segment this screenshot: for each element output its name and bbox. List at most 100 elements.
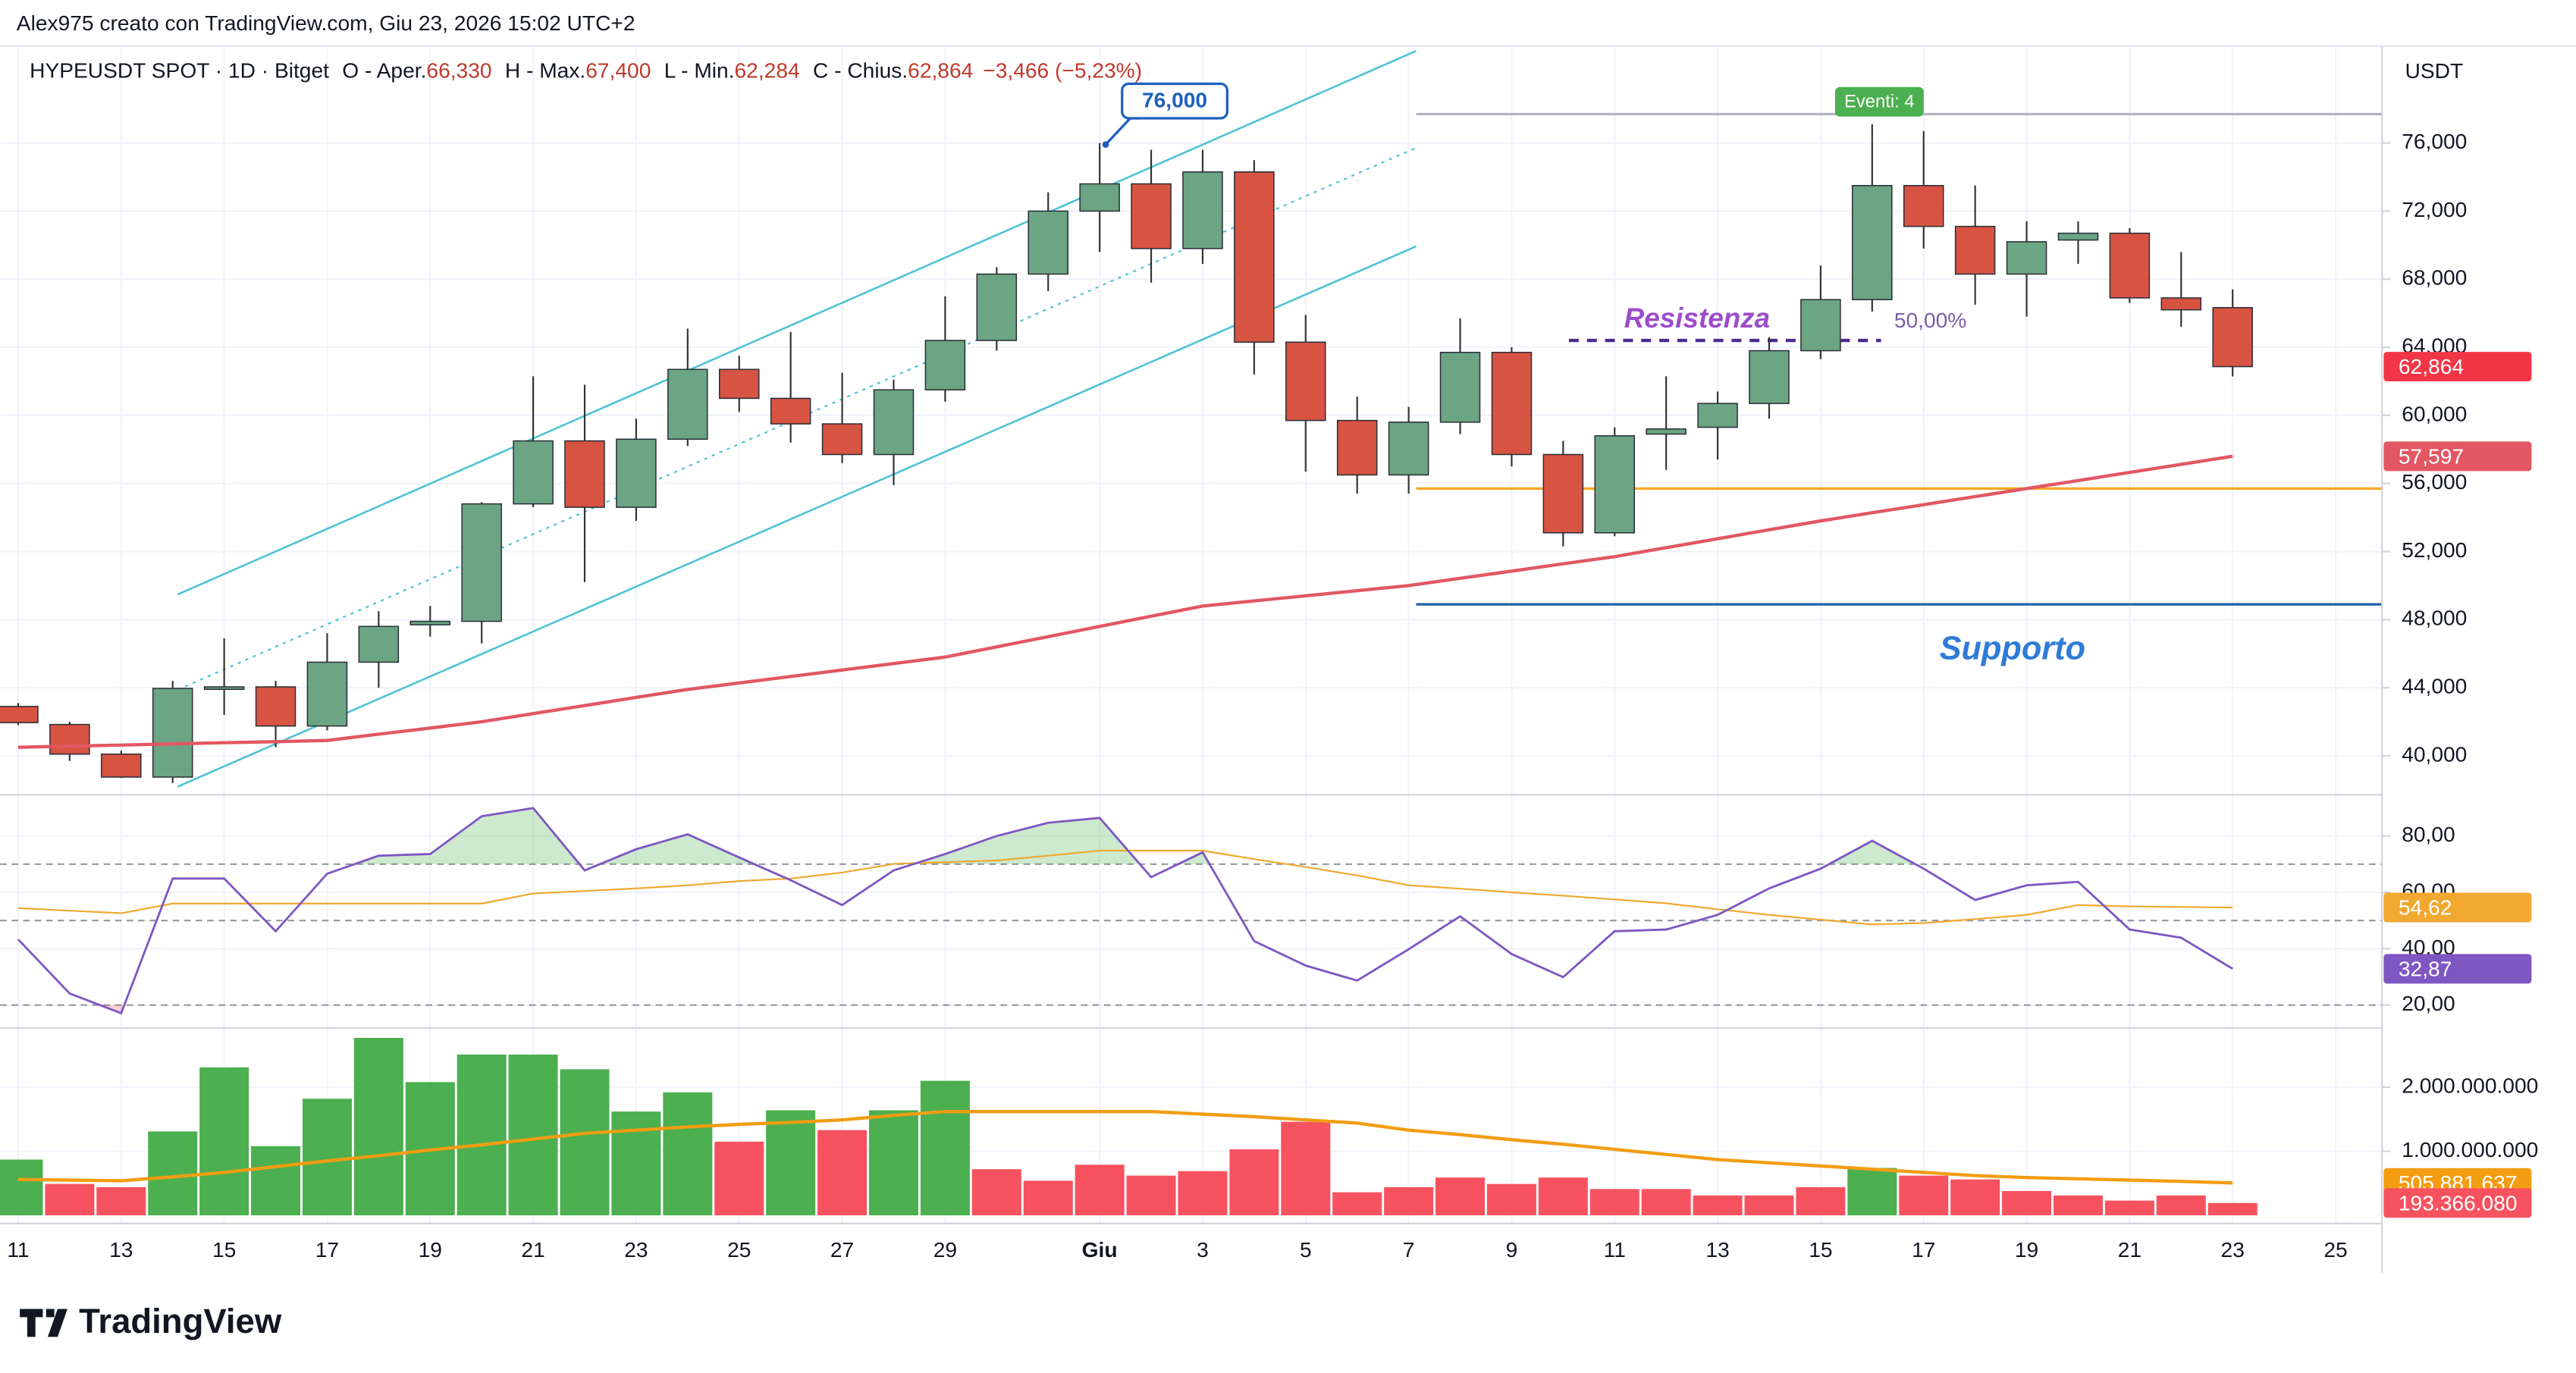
volume-bar [817, 1130, 868, 1216]
volume-bar [1281, 1121, 1331, 1216]
volume-bar [353, 1037, 403, 1216]
y-tick-label: 56,000 [2402, 470, 2467, 494]
low-label: L - Min. [664, 59, 735, 83]
candle-body [203, 686, 245, 690]
candle-body [1028, 210, 1068, 275]
candle-body [101, 753, 142, 778]
rsi-tag-label: 54,62 [2399, 896, 2452, 920]
candle-body [1749, 350, 1790, 404]
candle-body [1439, 352, 1481, 423]
candle-body [616, 438, 657, 508]
open-value: 66,330 [426, 59, 491, 83]
y-tick-label: 44,000 [2402, 675, 2467, 698]
volume-bar [45, 1183, 95, 1216]
volume-bar [302, 1099, 352, 1216]
close-value: 62,864 [908, 59, 973, 83]
y-tick-label: 20,00 [2402, 992, 2455, 1015]
moving-average [17, 454, 2233, 749]
ma-tag-label: 57,597 [2399, 444, 2464, 468]
x-tick-label: 21 [521, 1238, 544, 1262]
rsi-line [17, 849, 2233, 926]
callout-dot [1102, 141, 1109, 148]
currency-label: USDT [2405, 59, 2464, 83]
candle-body [667, 368, 708, 440]
volume-bar [611, 1111, 661, 1216]
candle-body [513, 440, 554, 505]
open-label: O - Aper. [342, 59, 426, 83]
candle-body [1234, 171, 1275, 343]
rsi-line [17, 807, 2233, 1015]
volume-bar [1950, 1179, 2000, 1216]
rsi-tag [2383, 954, 2532, 984]
volume-bar [1641, 1189, 1691, 1216]
x-tick-label: 3 [1197, 1238, 1209, 1262]
volume-bar [1229, 1149, 1279, 1216]
change: −3,466 (−5,23%) [983, 59, 1142, 83]
volume-bar [1435, 1177, 1486, 1216]
overbought-fill [17, 807, 2233, 864]
volume-bar [1486, 1183, 1536, 1216]
y-tick-label: 60,000 [2402, 402, 2467, 425]
logo-icon [20, 1309, 67, 1337]
symbol: HYPEUSDT SPOT · 1D · Bitget [30, 59, 329, 83]
candle-body [564, 440, 605, 508]
x-tick-label: 13 [109, 1238, 133, 1262]
candle-body [152, 688, 193, 778]
x-tick-label: 19 [419, 1238, 442, 1262]
volume-bar [148, 1131, 198, 1216]
x-tick-label: 21 [2118, 1238, 2141, 1262]
x-tick-label: 19 [2015, 1238, 2038, 1262]
y-tick-label: 80,00 [2402, 823, 2455, 846]
y-tick-label: 68,000 [2402, 266, 2467, 290]
y-tick-label: 2.000.000.000 [2402, 1074, 2538, 1097]
volume-bar [714, 1141, 764, 1216]
candle-body [1800, 299, 1841, 352]
channel-upper [177, 49, 1417, 596]
volume-bar [1023, 1180, 1073, 1216]
y-tick-label: 48,000 [2402, 607, 2467, 630]
volume-bar [96, 1186, 146, 1216]
brand: TradingView [79, 1302, 282, 1340]
candle-body [1542, 453, 1584, 534]
candle-body [1594, 435, 1636, 534]
volume-bar [663, 1092, 713, 1216]
volume-bar [2002, 1190, 2052, 1216]
rsi-tag-label: 32,87 [2399, 957, 2452, 980]
callout-box [1121, 82, 1228, 120]
candle-body [1954, 225, 1996, 275]
header: Alex975 creato con TradingView.com, Giu … [17, 11, 1142, 83]
candle-body [976, 273, 1018, 341]
events-badge [1834, 86, 1924, 117]
support-label: Supporto [1940, 630, 2085, 666]
candle-body [2160, 297, 2202, 311]
x-tick-label: 7 [1403, 1238, 1415, 1262]
y-tick-label: 76,000 [2402, 130, 2467, 153]
x-tick-label: 23 [2221, 1238, 2245, 1262]
rsi-tag [2383, 892, 2532, 923]
footer: TradingView [20, 1302, 282, 1340]
volume-bar [0, 1159, 43, 1216]
x-tick-label: 25 [2323, 1238, 2347, 1262]
x-tick-label: 25 [727, 1238, 751, 1262]
candle-body [1903, 185, 1944, 227]
candle-body [409, 620, 451, 625]
volume-tag-label: 193.366.080 [2399, 1191, 2518, 1215]
volume-bar [1796, 1186, 1846, 1216]
volume-tag [2383, 1188, 2532, 1218]
volume-bar [457, 1054, 507, 1216]
x-tick-label: Giu [1082, 1238, 1118, 1262]
x-tick-label: 17 [1912, 1238, 1935, 1262]
candle-body [1697, 403, 1738, 428]
volume-bar [2207, 1202, 2258, 1216]
y-tick-label: 1.000.000.000 [2402, 1138, 2538, 1161]
high-value: 67,400 [585, 59, 651, 83]
volume-bar [766, 1110, 816, 1216]
channel-lower [177, 245, 1417, 788]
low-value: 62,284 [735, 59, 800, 83]
x-tick-label: 17 [315, 1238, 339, 1262]
volume-bar [920, 1080, 970, 1216]
volume-bar [1744, 1195, 1794, 1216]
candle-body [770, 397, 811, 425]
fib-label: 50,00% [1894, 309, 1967, 332]
volume-bar [1126, 1175, 1176, 1216]
